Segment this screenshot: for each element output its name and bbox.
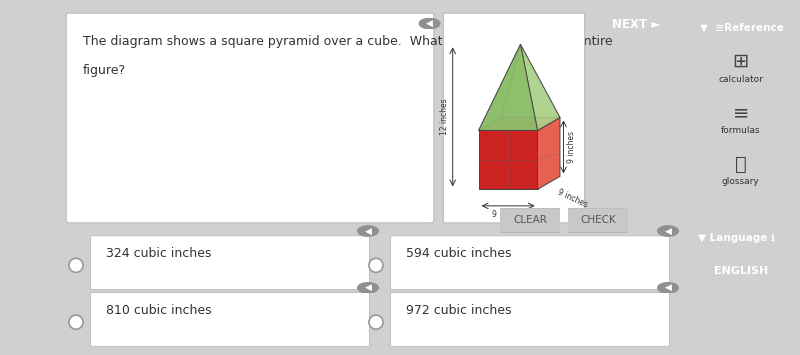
- Text: 972 cubic inches: 972 cubic inches: [406, 304, 511, 317]
- Text: 12 inches: 12 inches: [439, 99, 449, 135]
- FancyBboxPatch shape: [390, 293, 670, 346]
- Text: ⊞: ⊞: [733, 51, 749, 71]
- Text: NEXT ►: NEXT ►: [612, 18, 660, 31]
- Circle shape: [69, 258, 83, 272]
- Text: 9 inches: 9 inches: [567, 131, 576, 163]
- Text: 9 inches: 9 inches: [492, 210, 524, 219]
- Polygon shape: [478, 44, 521, 130]
- Text: The diagram shows a square pyramid over a cube.  What is the volume of the entir: The diagram shows a square pyramid over …: [82, 35, 612, 48]
- FancyBboxPatch shape: [443, 13, 585, 223]
- Text: ◀: ◀: [365, 283, 371, 292]
- FancyBboxPatch shape: [66, 13, 434, 223]
- FancyBboxPatch shape: [390, 236, 670, 290]
- Circle shape: [419, 18, 440, 29]
- Text: ◀: ◀: [365, 226, 371, 235]
- Text: figure?: figure?: [82, 64, 126, 77]
- Text: 594 cubic inches: 594 cubic inches: [406, 247, 511, 260]
- Text: ◀: ◀: [665, 226, 671, 235]
- Polygon shape: [478, 44, 538, 130]
- Circle shape: [369, 258, 383, 272]
- FancyBboxPatch shape: [498, 208, 562, 232]
- Text: 810 cubic inches: 810 cubic inches: [106, 304, 211, 317]
- Text: ◀: ◀: [426, 19, 433, 28]
- Text: glossary: glossary: [722, 178, 760, 186]
- Text: ◀: ◀: [665, 283, 671, 292]
- Polygon shape: [478, 118, 560, 130]
- Circle shape: [658, 226, 678, 236]
- Text: CHECK: CHECK: [580, 215, 616, 225]
- FancyBboxPatch shape: [90, 236, 370, 290]
- Polygon shape: [501, 44, 560, 118]
- Text: ≡: ≡: [733, 103, 749, 122]
- Circle shape: [658, 283, 678, 293]
- Circle shape: [358, 226, 378, 236]
- Text: CLEAR: CLEAR: [513, 215, 547, 225]
- Text: ▼  ≡Reference: ▼ ≡Reference: [700, 23, 784, 33]
- Circle shape: [358, 283, 378, 293]
- Text: calculator: calculator: [718, 75, 763, 83]
- FancyBboxPatch shape: [90, 293, 370, 346]
- Text: formulas: formulas: [721, 126, 761, 135]
- Circle shape: [69, 315, 83, 329]
- FancyBboxPatch shape: [566, 208, 630, 232]
- Polygon shape: [538, 118, 560, 189]
- Text: ▼ Language ℹ: ▼ Language ℹ: [698, 233, 774, 242]
- Polygon shape: [521, 44, 560, 130]
- Text: 📋: 📋: [735, 154, 746, 174]
- Polygon shape: [478, 130, 538, 189]
- Text: 9 inches: 9 inches: [556, 187, 589, 209]
- Text: 324 cubic inches: 324 cubic inches: [106, 247, 211, 260]
- Text: ENGLISH: ENGLISH: [714, 266, 768, 276]
- Circle shape: [369, 315, 383, 329]
